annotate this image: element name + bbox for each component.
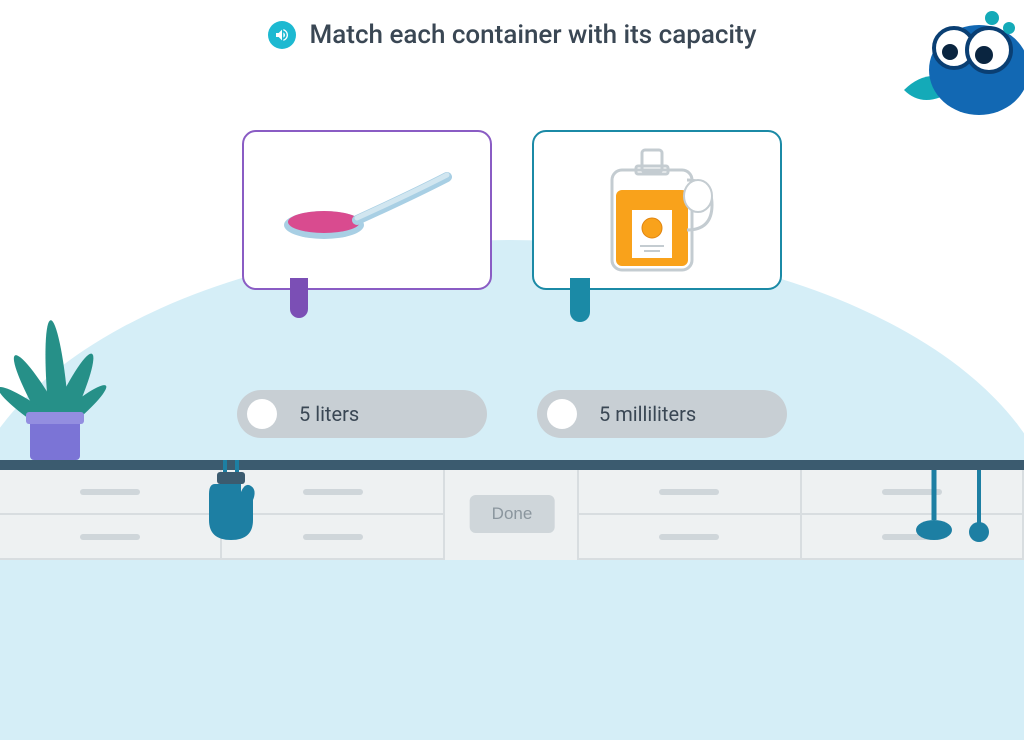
- answer-5-milliliters[interactable]: 5 milliliters: [537, 390, 787, 438]
- scene: Match each container with its capacity: [0, 0, 1024, 560]
- done-button[interactable]: Done: [470, 495, 555, 533]
- page-title: Match each container with its capacity: [310, 20, 757, 50]
- counter-top: [0, 460, 1024, 470]
- jug-illustration: [592, 140, 722, 280]
- header: Match each container with its capacity: [0, 20, 1024, 50]
- mascot-character: [894, 0, 1024, 124]
- answers-row: 5 liters 5 milliliters: [0, 390, 1024, 438]
- answer-dot-icon: [547, 399, 577, 429]
- answer-dot-icon: [247, 399, 277, 429]
- answer-5-liters[interactable]: 5 liters: [237, 390, 487, 438]
- oven-mitt-decoration: [195, 460, 265, 549]
- connector-jug: [570, 278, 590, 322]
- utensils-decoration: [914, 470, 1004, 554]
- cards-row: [0, 130, 1024, 290]
- card-spoon[interactable]: [242, 130, 492, 290]
- answer-label: 5 milliliters: [599, 402, 696, 426]
- connector-spoon: [290, 278, 308, 318]
- spoon-illustration: [272, 165, 462, 255]
- card-jug[interactable]: [532, 130, 782, 290]
- speaker-icon[interactable]: [268, 21, 296, 49]
- answer-label: 5 liters: [299, 402, 359, 426]
